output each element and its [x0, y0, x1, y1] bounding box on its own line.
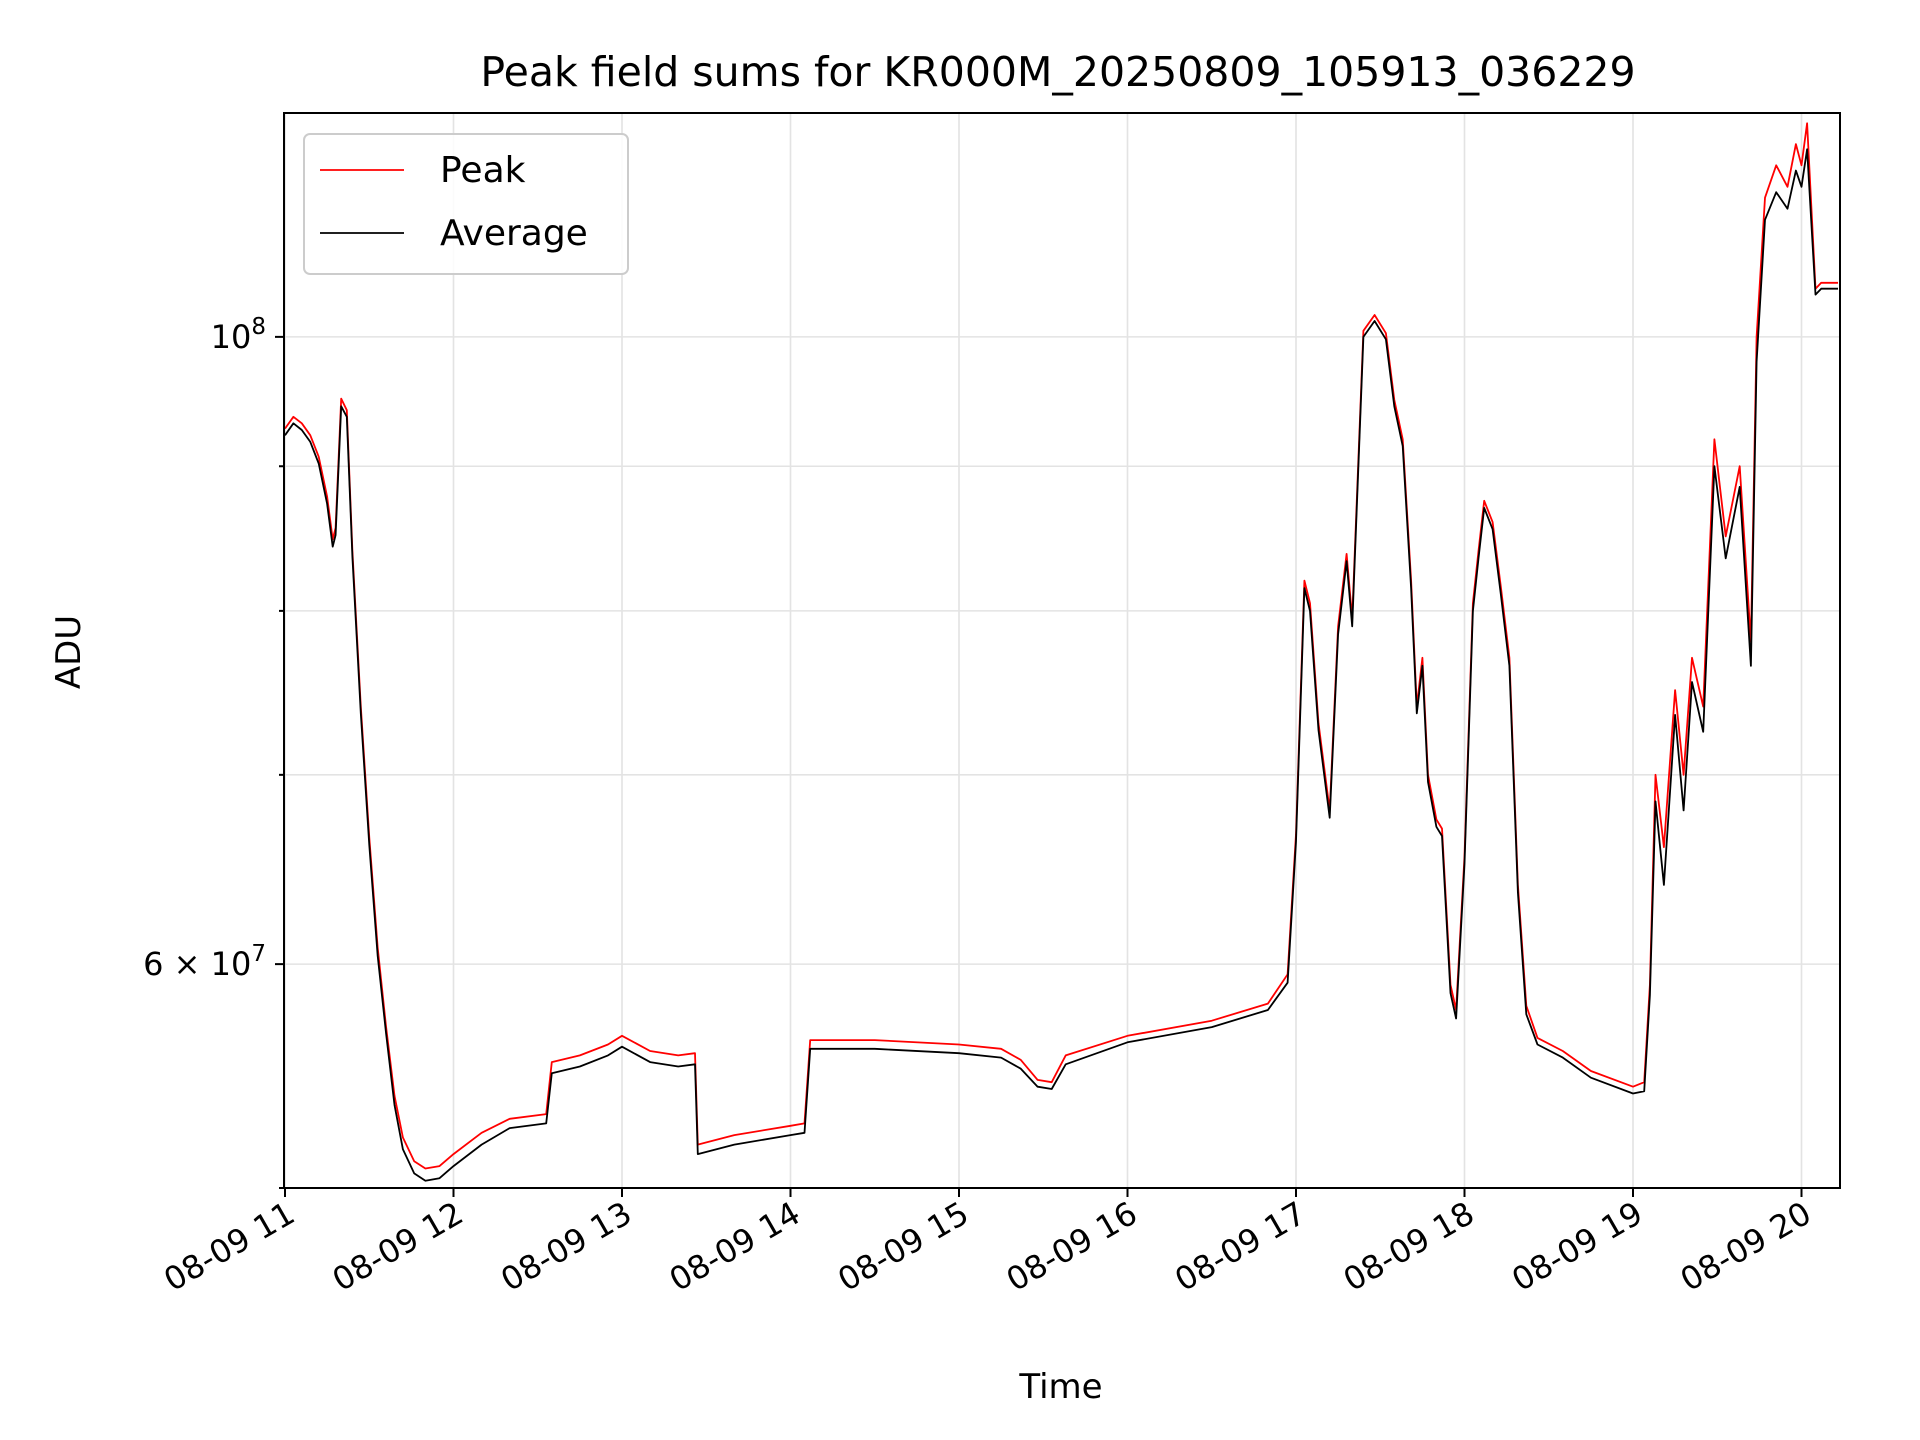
legend-box — [303, 133, 629, 275]
series-layer — [284, 122, 1838, 1182]
x-tick-label: 08-09 17 — [1168, 1194, 1312, 1299]
chart-title: Peak field sums for KR000M_20250809_1059… — [480, 48, 1635, 96]
x-tick-label: 08-09 19 — [1505, 1194, 1649, 1299]
x-axis-label: Time — [1018, 1367, 1102, 1407]
plot-frame — [283, 112, 1841, 1189]
y-axis-label: ADU — [49, 615, 89, 689]
legend: Peak Average — [303, 133, 629, 275]
x-tick-label: 08-09 11 — [157, 1194, 301, 1299]
series-line-peak — [284, 122, 1838, 1170]
legend-label-average: Average — [440, 213, 588, 254]
x-axis: 08-09 11 08-09 12 08-09 13 08-09 14 08-09 15… — [157, 1188, 1818, 1299]
series-line-average — [284, 148, 1838, 1182]
x-tick-label: 08-09 14 — [663, 1194, 807, 1299]
x-tick-label: 08-09 12 — [326, 1194, 470, 1299]
legend-label-peak: Peak — [440, 150, 526, 191]
y-tick-label: 108 — [211, 314, 266, 356]
y-axis: 6 × 107 108 — [143, 314, 284, 1189]
y-tick-label: 6 × 107 — [143, 941, 266, 983]
x-tick-label: 08-09 15 — [831, 1194, 975, 1299]
x-tick-label: 08-09 20 — [1674, 1194, 1818, 1299]
x-tick-label: 08-09 16 — [1000, 1194, 1144, 1299]
x-tick-label: 08-09 18 — [1337, 1194, 1481, 1299]
x-tick-label: 08-09 13 — [494, 1194, 638, 1299]
